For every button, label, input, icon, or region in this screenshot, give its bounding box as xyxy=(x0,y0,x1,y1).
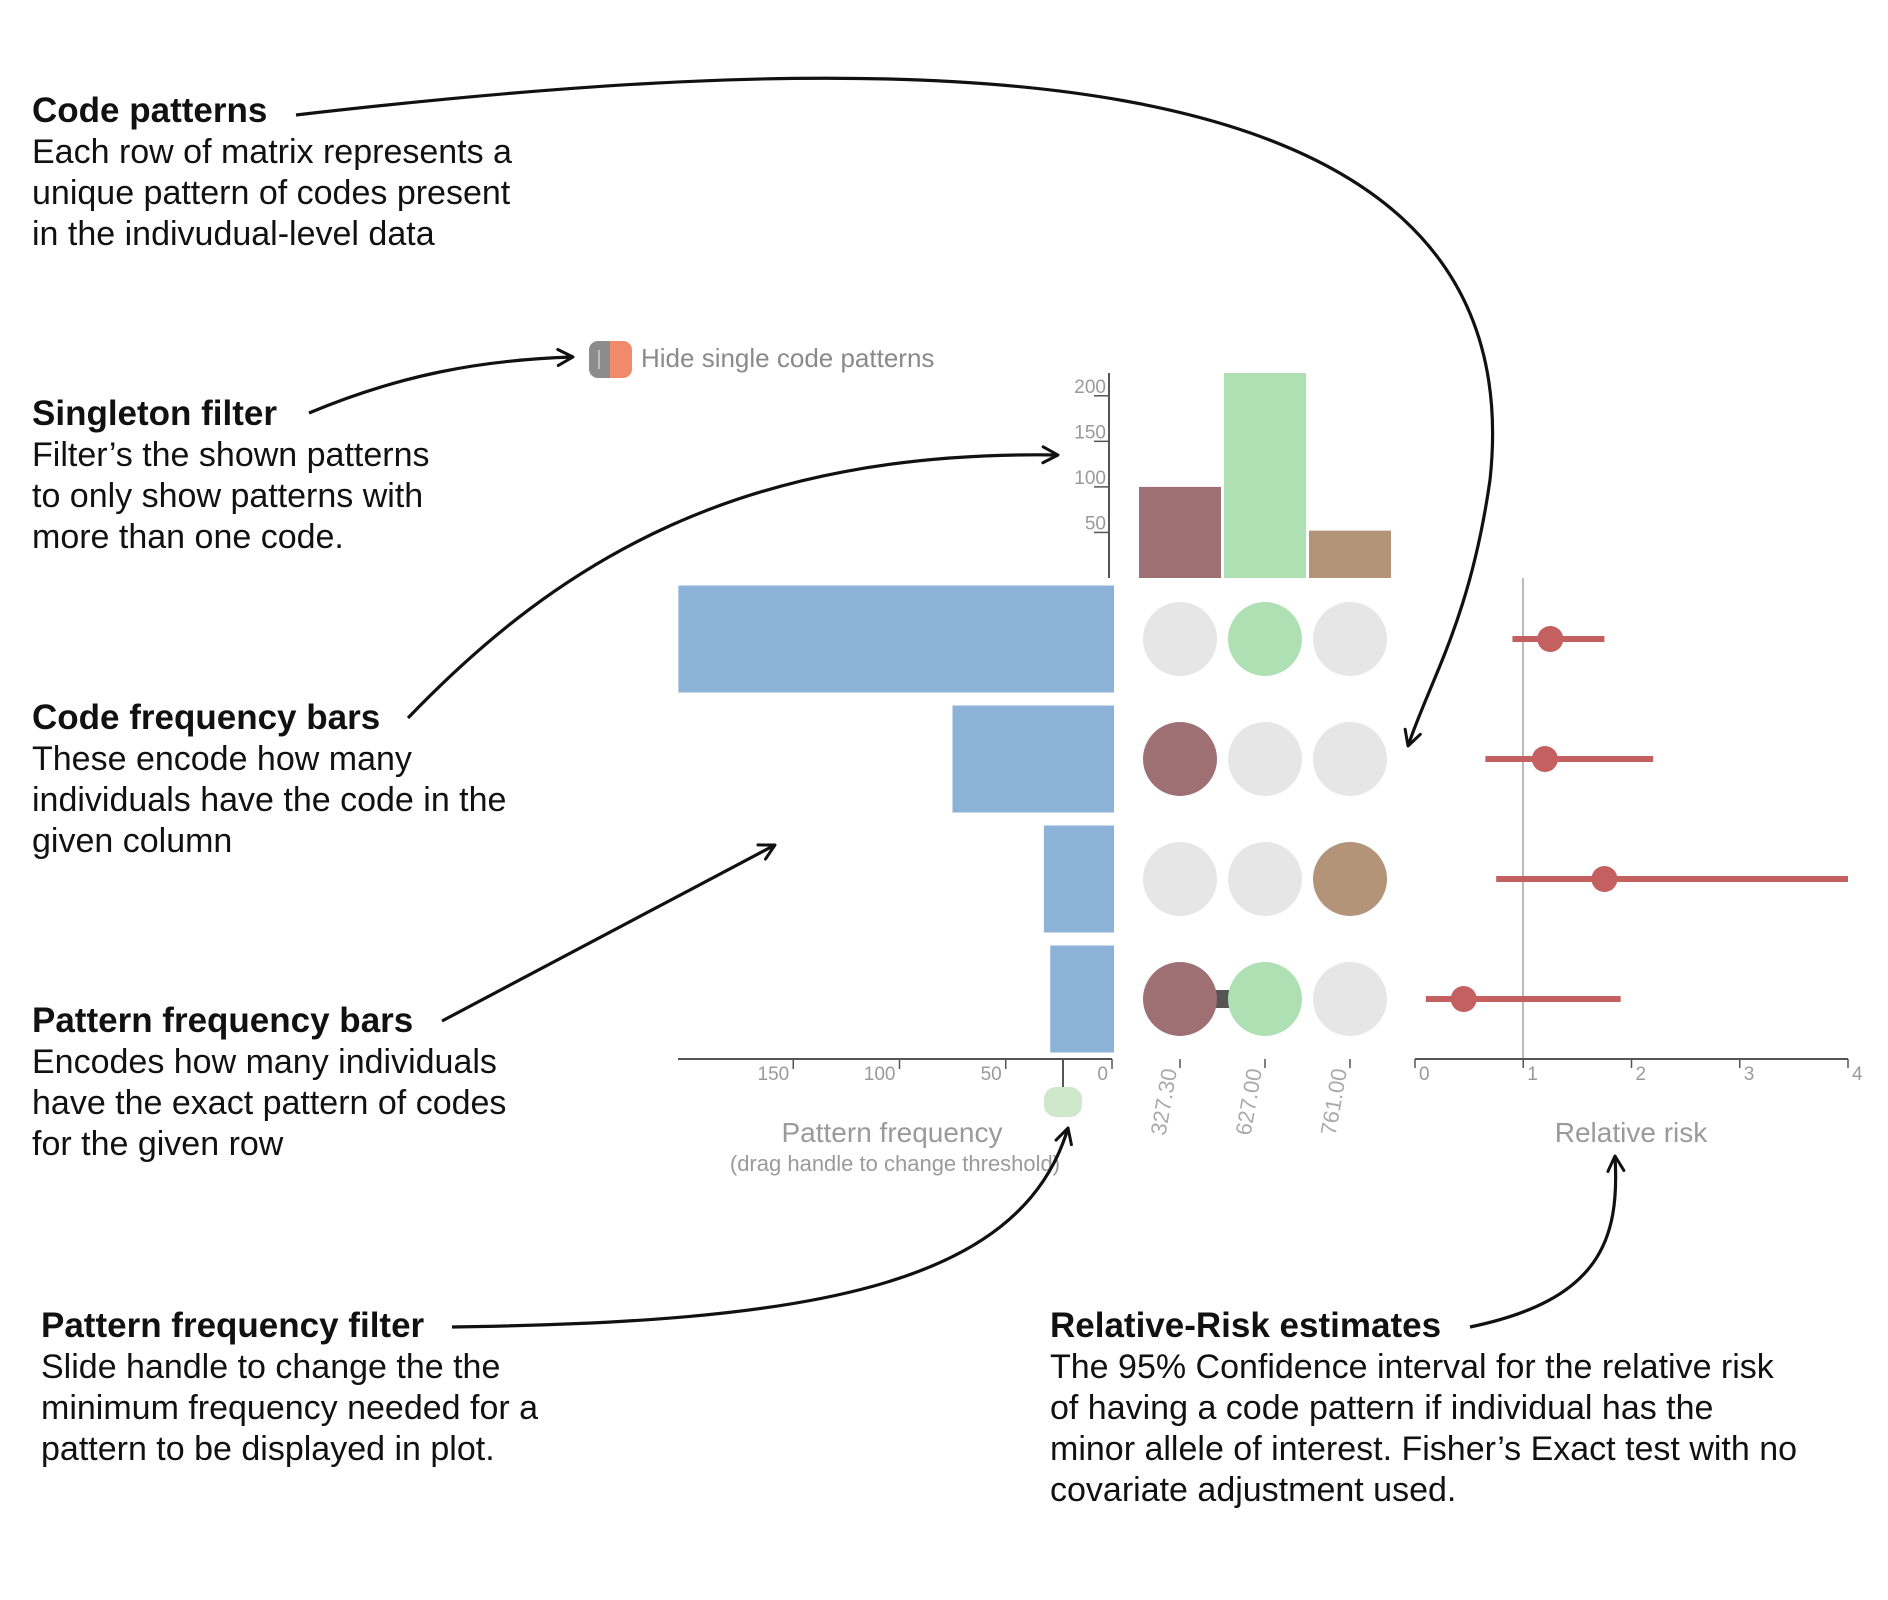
annotation-line: These encode how many xyxy=(32,740,412,778)
singleton-filter-annotation: Singleton filter Filter’s the shown patt… xyxy=(32,393,430,558)
code-frequency-annotation: Code frequency bars These encode how man… xyxy=(32,697,506,862)
singleton-filter-label: Hide single code patterns xyxy=(641,343,935,373)
pattern-axis-tick-label: 100 xyxy=(864,1064,896,1085)
matrix-dot-filled xyxy=(1143,962,1217,1036)
annotation-line: of having a code pattern if individual h… xyxy=(1050,1389,1714,1427)
pattern-frequency-bar xyxy=(1043,825,1114,933)
relative-risk-axis-title: Relative risk xyxy=(1555,1117,1708,1148)
matrix-dot-empty xyxy=(1143,602,1217,676)
annotation-line: Slide handle to change the the xyxy=(41,1348,501,1386)
annotation-line: unique pattern of codes present xyxy=(32,174,511,212)
rr-axis-tick-label: 3 xyxy=(1744,1064,1755,1085)
pattern-frequency-axis-subtitle: (drag handle to change threshold) xyxy=(730,1151,1060,1176)
code-axis-tick-label: 150 xyxy=(1074,422,1106,443)
annotation-line: covariate adjustment used. xyxy=(1050,1471,1457,1509)
annotation-line: minor allele of interest. Fisher’s Exact… xyxy=(1050,1430,1798,1468)
code-patterns-annotation: Code patterns Each row of matrix represe… xyxy=(32,90,512,255)
code-axis-tick-label: 200 xyxy=(1074,377,1106,398)
annotation-body: Encodes how many individuals have the ex… xyxy=(32,1042,506,1165)
rr-axis-tick-label: 4 xyxy=(1852,1064,1863,1085)
singleton-filter-toggle[interactable] xyxy=(589,341,632,378)
annotation-title: Pattern frequency filter xyxy=(41,1306,425,1345)
matrix-dot-filled xyxy=(1228,602,1302,676)
annotation-title: Code frequency bars xyxy=(32,698,381,737)
annotation-body: These encode how many individuals have t… xyxy=(32,739,506,862)
code-frequency-bar xyxy=(1224,373,1306,578)
matrix-dot-empty xyxy=(1143,842,1217,916)
rr-point xyxy=(1531,746,1558,772)
annotation-line: Encodes how many individuals xyxy=(32,1043,497,1081)
annotation-line: to only show patterns with xyxy=(32,477,424,515)
rr-point xyxy=(1450,986,1477,1012)
annotation-body: Filter’s the shown patterns to only show… xyxy=(32,435,430,558)
singleton-filter-arrow xyxy=(308,347,575,415)
code-axis-tick-label: 100 xyxy=(1074,468,1106,489)
annotation-line: minimum frequency needed for a xyxy=(41,1389,539,1427)
pattern-frequency-axis-ticks: 150 100 50 0 xyxy=(758,1059,1113,1085)
relative-risk-axis-ticks: 0 1 2 3 4 xyxy=(1414,1059,1863,1085)
matrix-dot-empty xyxy=(1313,962,1387,1036)
threshold-drag-handle[interactable] xyxy=(1044,1087,1082,1117)
annotation-line: The 95% Confidence interval for the rela… xyxy=(1050,1348,1774,1386)
rr-point xyxy=(1537,626,1564,652)
code-frequency-bars xyxy=(1139,373,1391,578)
relative-risk-arrow xyxy=(1469,1154,1626,1329)
annotation-line: individuals have the code in the xyxy=(32,781,507,819)
rr-axis-tick-label: 2 xyxy=(1636,1064,1647,1085)
pattern-axis-tick-label: 0 xyxy=(1097,1064,1108,1085)
annotation-line: pattern to be displayed in plot. xyxy=(41,1430,495,1468)
annotation-title: Singleton filter xyxy=(32,394,277,433)
toggle-knob[interactable] xyxy=(589,341,610,378)
matrix-dot-filled xyxy=(1228,962,1302,1036)
code-column-label: 327.30 xyxy=(1146,1067,1182,1138)
matrix-dot-filled xyxy=(1313,842,1387,916)
annotation-line: given column xyxy=(32,822,233,860)
annotation-body: The 95% Confidence interval for the rela… xyxy=(1050,1347,1797,1511)
pattern-filter-arrow xyxy=(451,1126,1073,1329)
relative-risk-annotation: Relative-Risk estimates The 95% Confiden… xyxy=(1050,1305,1797,1511)
annotation-title: Relative-Risk estimates xyxy=(1050,1306,1442,1345)
annotation-body: Each row of matrix represents a unique p… xyxy=(32,132,512,255)
annotation-title: Pattern frequency bars xyxy=(32,1001,414,1040)
annotation-title: Code patterns xyxy=(32,91,268,130)
annotation-line: more than one code. xyxy=(32,518,344,556)
code-column-label: 761.00 xyxy=(1316,1067,1352,1138)
annotation-body: Slide handle to change the the minimum f… xyxy=(41,1347,538,1470)
pattern-frequency-axis-title: Pattern frequency xyxy=(781,1117,1002,1148)
matrix-dot-empty xyxy=(1228,842,1302,916)
matrix-dot-empty xyxy=(1313,602,1387,676)
toggle-knob-grip xyxy=(598,350,600,369)
pattern-frequency-bar xyxy=(678,585,1114,693)
pattern-axis-tick-label: 50 xyxy=(981,1064,1002,1085)
rr-axis-tick-label: 1 xyxy=(1527,1064,1538,1085)
code-pattern-matrix xyxy=(1143,602,1387,1036)
matrix-dot-filled xyxy=(1143,722,1217,796)
annotation-line: Each row of matrix represents a xyxy=(32,133,512,171)
pattern-filter-annotation: Pattern frequency filter Slide handle to… xyxy=(41,1305,538,1470)
code-frequency-arrow xyxy=(406,445,1060,720)
annotation-line: have the exact pattern of codes xyxy=(32,1084,507,1122)
pattern-frequency-bars xyxy=(678,585,1114,1053)
relative-risk-intervals xyxy=(1425,626,1848,1012)
annotation-line: for the given row xyxy=(32,1125,284,1163)
annotation-line: in the indivudual-level data xyxy=(32,215,435,253)
code-column-labels: 327.30 627.00 761.00 xyxy=(1146,1059,1352,1137)
code-frequency-bar xyxy=(1309,530,1391,578)
rr-axis-tick-label: 0 xyxy=(1419,1064,1430,1085)
code-patterns-arrow xyxy=(295,76,1494,748)
pattern-axis-tick-label: 150 xyxy=(758,1064,790,1085)
code-frequency-bar xyxy=(1139,486,1221,578)
pattern-frequency-annotation: Pattern frequency bars Encodes how many … xyxy=(32,1000,506,1165)
code-column-label: 627.00 xyxy=(1231,1067,1267,1138)
rr-point xyxy=(1591,866,1618,892)
pattern-frequency-bar xyxy=(1050,945,1114,1053)
code-axis-tick-label: 50 xyxy=(1085,513,1106,534)
code-frequency-axis-ticks: 200 150 100 50 xyxy=(1074,377,1109,534)
pattern-frequency-bar xyxy=(952,705,1114,813)
matrix-dot-empty xyxy=(1313,722,1387,796)
annotation-line: Filter’s the shown patterns xyxy=(32,436,430,474)
pattern-frequency-arrow xyxy=(441,843,777,1023)
matrix-dot-empty xyxy=(1228,722,1302,796)
